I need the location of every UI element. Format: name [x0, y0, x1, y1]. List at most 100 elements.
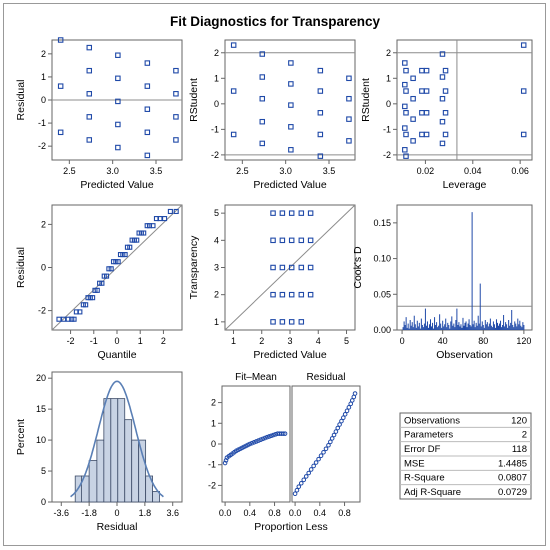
y-tick-label-observed-vs-predicted: 1: [214, 317, 219, 327]
data-point-observed-vs-predicted: [307, 237, 314, 244]
data-point-qq-plot: [127, 244, 133, 250]
residual-spread-point: [342, 411, 348, 417]
residual-spread-point: [326, 442, 331, 448]
stats-label: Observations: [404, 415, 460, 426]
data-point-qq-plot: [104, 273, 110, 279]
residual-spread-point: [335, 425, 341, 431]
y-tick-label-cooks-d: 0.00: [373, 325, 391, 335]
residual-spread-point: [321, 449, 326, 455]
y-tick-label-rstudent-vs-leverage: -1: [383, 124, 391, 134]
y-tick-label-residual-vs-predicted: 1: [41, 72, 46, 82]
x-axis-label-cooks-d: Observation: [436, 349, 493, 361]
x-tick-label-qq-plot: 2: [161, 336, 166, 346]
plot-rstudent-vs-leverage: 0.02 0.04 0.06 -2 -1 0 1 2 Leverage RStudent: [360, 39, 533, 191]
data-point-residual-vs-predicted: [86, 114, 93, 120]
data-point-rstudent-vs-leverage: [442, 88, 449, 94]
residual-spread-point: [308, 467, 314, 472]
residual-spread-point: [306, 470, 311, 476]
y-tick-label-residual-histogram: 10: [36, 435, 46, 445]
figure-title: Fit Diagnostics for Transparency: [169, 14, 381, 29]
stats-label: Adj R-Square: [404, 487, 461, 498]
y-tick-label-observed-vs-predicted: 2: [214, 290, 219, 300]
data-point-residual-vs-predicted: [115, 98, 121, 105]
plot-area-cooks-d: [396, 204, 533, 331]
y-tick-label-residual-histogram: 20: [36, 373, 46, 383]
data-point-rstudent-vs-predicted: [259, 118, 266, 125]
data-point-qq-plot: [141, 230, 147, 236]
data-point-observed-vs-predicted: [270, 237, 276, 244]
data-point-residual-vs-predicted: [144, 60, 151, 66]
data-point-residual-vs-predicted: [144, 152, 151, 159]
fit-mean-point: [256, 438, 261, 443]
data-point-residual-vs-predicted: [86, 67, 93, 74]
data-point-qq-plot: [122, 252, 128, 258]
x-tick-label-residual-histogram: 3.6: [166, 508, 179, 518]
y-tick-label-qq-plot: 2: [41, 219, 46, 229]
x-tick-label-rf-spread: 0.4: [244, 508, 257, 518]
data-point-rstudent-vs-leverage: [402, 81, 408, 88]
data-point-rstudent-vs-leverage: [439, 140, 446, 147]
y-tick-label-rf-spread: 2: [211, 398, 216, 408]
data-point-qq-plot: [61, 316, 67, 322]
x-tick-label-residual-histogram: -1.8: [81, 508, 97, 518]
data-point-qq-plot: [115, 259, 121, 265]
x-tick-label-rstudent-vs-predicted: 3.0: [279, 166, 292, 176]
data-point-qq-plot: [173, 208, 179, 215]
x-tick-label-rf-spread: 0.0: [289, 508, 302, 518]
x-tick-label-rstudent-vs-leverage: 0.06: [511, 166, 529, 176]
x-tick-label-residual-histogram: 1.8: [139, 508, 152, 518]
data-point-rstudent-vs-leverage: [402, 125, 408, 131]
y-tick-label-rstudent-vs-leverage: 1: [386, 73, 391, 83]
histogram-bar: [103, 398, 112, 503]
x-tick-label-residual-histogram: 0: [114, 508, 119, 518]
data-point-rstudent-vs-predicted: [288, 147, 294, 153]
x-tick-label-qq-plot: -2: [67, 336, 75, 346]
data-point-rstudent-vs-leverage: [520, 88, 527, 94]
x-axis-label-observed-vs-predicted: Predicted Value: [253, 349, 327, 361]
data-point-qq-plot: [90, 295, 96, 301]
data-point-rstudent-vs-leverage: [403, 88, 409, 94]
x-axis-label-rstudent-vs-predicted: Predicted Value: [253, 179, 327, 191]
data-point-rstudent-vs-leverage: [442, 110, 449, 116]
y-tick-label-rstudent-vs-predicted: 0: [214, 99, 219, 109]
residual-spread-point: [341, 415, 346, 420]
x-tick-label-rf-spread: 0.4: [314, 508, 327, 518]
x-tick-label-rf-spread: 0.8: [268, 508, 281, 518]
fit-mean-point: [247, 441, 253, 447]
y-tick-label-residual-vs-predicted: -1: [38, 118, 46, 128]
stats-value: 0.0729: [498, 487, 527, 498]
data-point-rstudent-vs-leverage: [423, 131, 430, 138]
data-point-qq-plot: [162, 216, 168, 222]
data-point-residual-vs-predicted: [144, 83, 151, 89]
data-point-observed-vs-predicted: [279, 237, 286, 244]
y-tick-label-residual-vs-predicted: -2: [38, 141, 46, 151]
x-tick-label-cooks-d: 40: [438, 336, 448, 346]
x-tick-label-rstudent-vs-predicted: 2.5: [236, 166, 249, 176]
fit-mean-point: [271, 432, 276, 438]
data-point-observed-vs-predicted: [307, 210, 314, 216]
data-point-rstudent-vs-predicted: [346, 75, 352, 82]
x-tick-label-observed-vs-predicted: 1: [231, 336, 236, 346]
residual-spread-point: [333, 429, 339, 434]
y-axis-label-rstudent-vs-leverage: RStudent: [360, 78, 372, 122]
data-point-rstudent-vs-leverage: [442, 131, 449, 138]
data-point-rstudent-vs-predicted: [288, 60, 294, 66]
data-point-rstudent-vs-leverage: [403, 131, 409, 138]
histogram-bar: [96, 439, 105, 503]
fit-mean-point: [260, 436, 266, 442]
data-point-rstudent-vs-leverage: [419, 88, 425, 94]
fit-mean-point: [282, 431, 288, 436]
data-point-rstudent-vs-leverage: [439, 118, 446, 125]
data-point-rstudent-vs-predicted: [230, 42, 237, 48]
data-point-observed-vs-predicted: [298, 237, 305, 244]
plot-cooks-d: 0 40 80 120 0.00 0.05 0.10 0.15 Observation Cook'…: [352, 204, 533, 361]
data-point-rstudent-vs-leverage: [402, 147, 408, 153]
plot-rstudent-vs-predicted: 2.5 3.0 3.5 -2 -1 0 1 2 Predicted Value RStudent: [188, 39, 356, 191]
data-point-residual-vs-predicted: [173, 67, 179, 74]
diagonal-reference-line-qq-plot: [51, 204, 183, 331]
x-axis-label-residual-histogram: Residual: [97, 521, 138, 533]
data-point-rstudent-vs-leverage: [402, 60, 408, 66]
figure-frame: [3, 3, 546, 546]
y-axis-label-cooks-d: Cook's D: [352, 246, 364, 289]
data-point-rstudent-vs-predicted: [346, 138, 352, 144]
